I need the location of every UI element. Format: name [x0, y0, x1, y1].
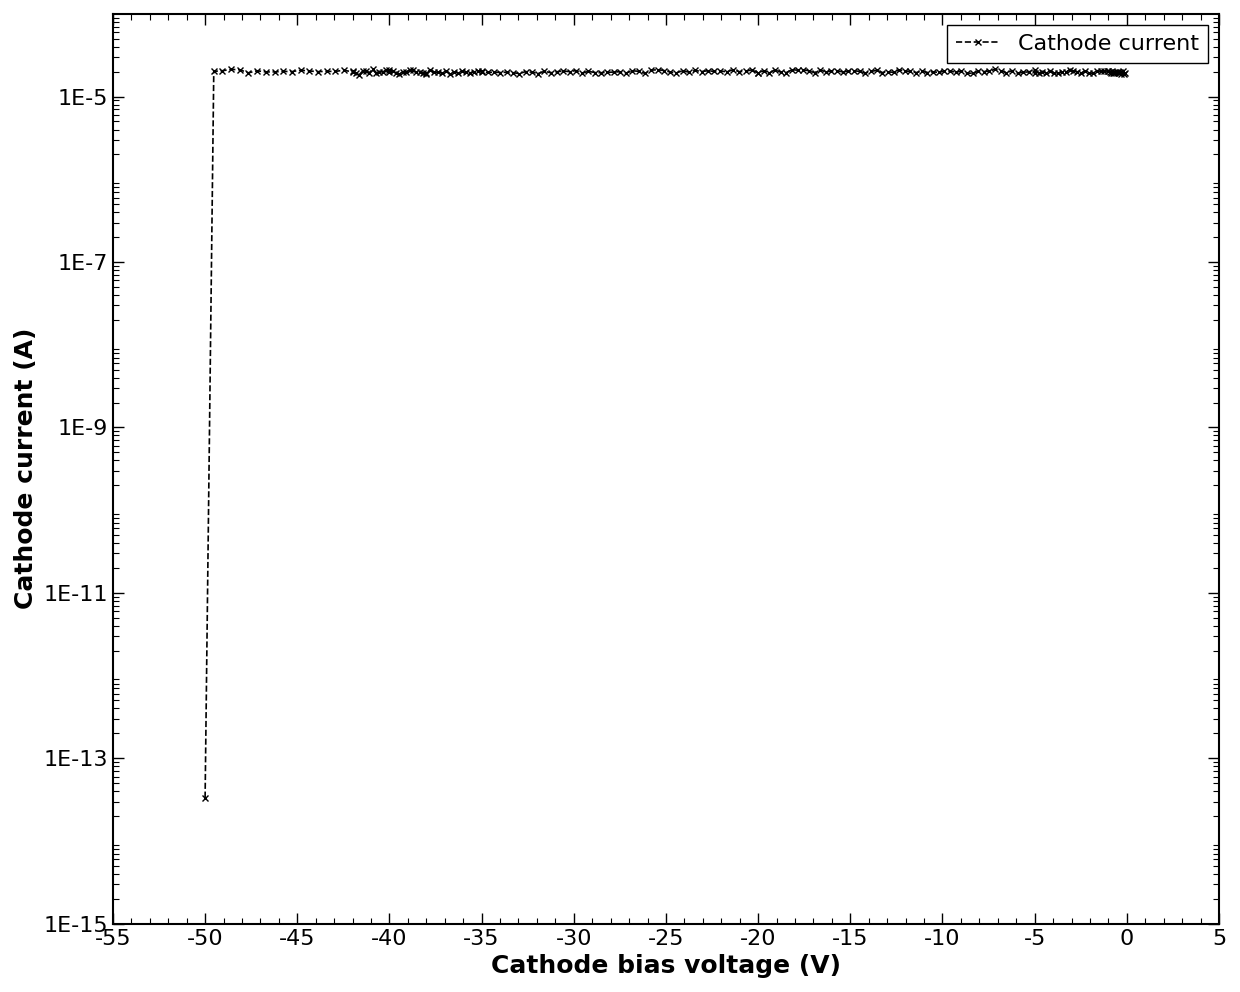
Cathode current — [863, 65, 878, 77]
Cathode current — [988, 63, 1003, 75]
Cathode current — [197, 792, 212, 804]
Line: Cathode current: Cathode current — [202, 65, 1128, 802]
Cathode current — [682, 66, 697, 78]
Cathode current — [415, 67, 430, 79]
Legend: Cathode current: Cathode current — [947, 25, 1208, 62]
Cathode current — [1032, 66, 1047, 78]
Cathode current — [1117, 67, 1132, 79]
Cathode current — [258, 66, 273, 78]
Cathode current — [1027, 64, 1042, 76]
Y-axis label: Cathode current (A): Cathode current (A) — [14, 328, 38, 609]
X-axis label: Cathode bias voltage (V): Cathode bias voltage (V) — [491, 954, 841, 978]
